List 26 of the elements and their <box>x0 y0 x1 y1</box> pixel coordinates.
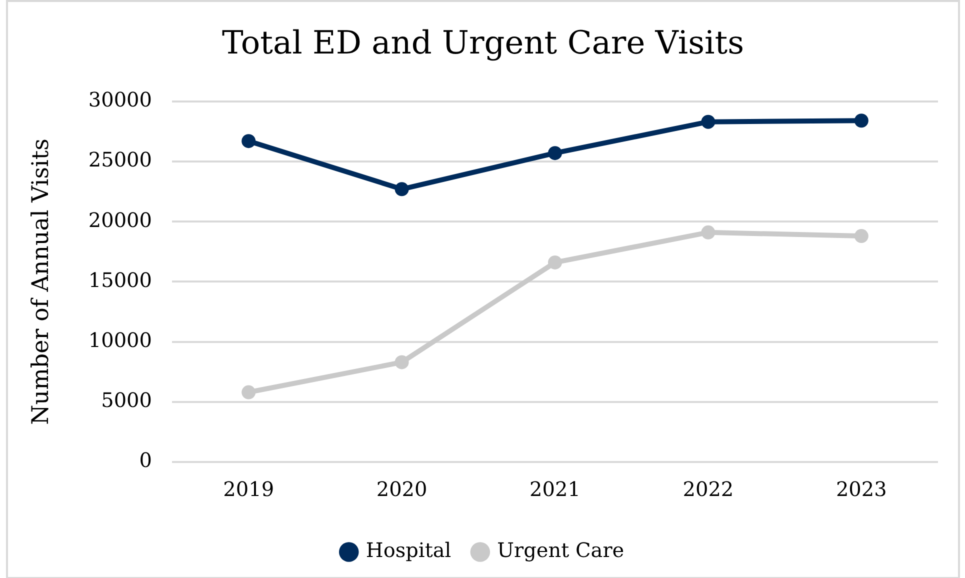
point <box>701 114 716 129</box>
x-tick-label: 2021 <box>530 477 580 502</box>
legend-label: Urgent Care <box>497 538 624 562</box>
x-tick-label: 2023 <box>836 477 887 502</box>
y-tick-label: 15000 <box>88 268 152 292</box>
legend-label: Hospital <box>366 538 452 562</box>
point <box>854 229 868 244</box>
y-tick-label: 0 <box>139 448 152 472</box>
y-tick-label: 20000 <box>88 208 152 232</box>
point <box>394 182 409 196</box>
point <box>854 114 868 128</box>
x-tick-label: 2020 <box>376 477 428 502</box>
y-axis-title: Number of Annual Visits <box>28 138 54 425</box>
point <box>242 385 256 400</box>
y-tick-label: 5000 <box>101 388 152 412</box>
point <box>701 225 716 240</box>
point <box>394 355 409 370</box>
chart-title: Total ED and Urgent Care Visits <box>222 24 744 62</box>
x-tick-label: 2022 <box>682 477 734 502</box>
point <box>548 146 562 160</box>
y-tick-label: 25000 <box>88 148 152 172</box>
point <box>242 134 256 148</box>
y-tick-label: 10000 <box>88 328 152 352</box>
x-tick-label: 2019 <box>223 477 274 502</box>
point <box>548 255 562 270</box>
y-tick-label: 30000 <box>88 88 152 112</box>
